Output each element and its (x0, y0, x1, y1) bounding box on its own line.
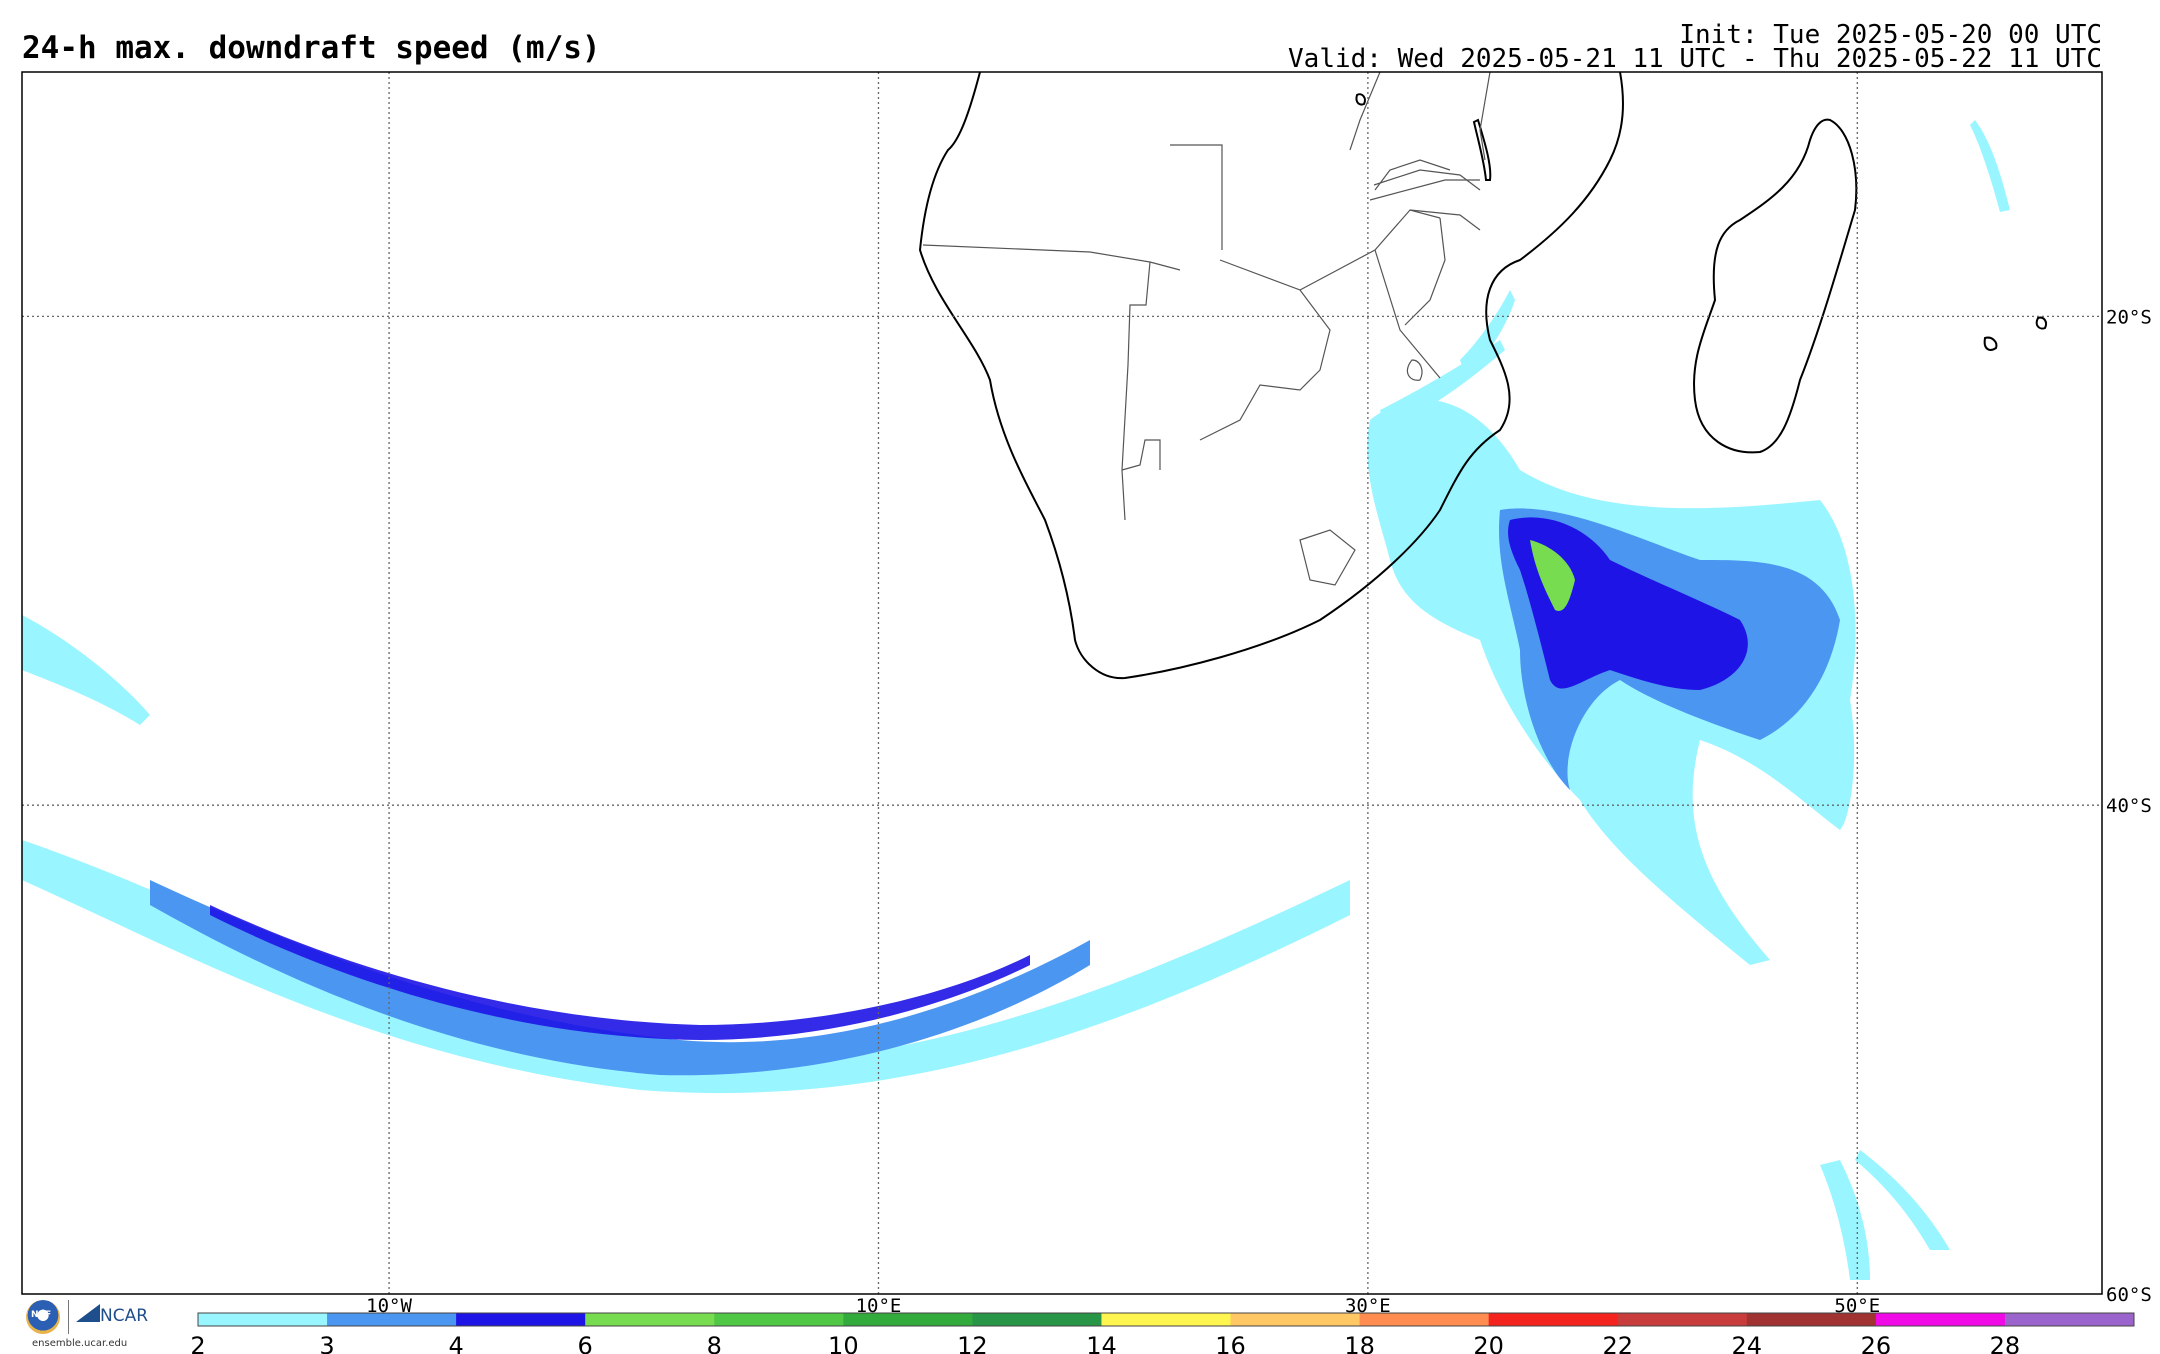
nsf-logo-icon (26, 1300, 60, 1334)
coastlines (918, 72, 2048, 680)
lake-victoria (1355, 93, 1366, 106)
colorbar-swatch (585, 1313, 715, 1326)
lat-label: 60°S (2106, 1284, 2152, 1306)
colorbar-label: 28 (1990, 1332, 2021, 1354)
chart-title: 24-h max. downdraft speed (m/s) (22, 30, 601, 66)
downdraft-field (22, 120, 2010, 1280)
se-streak-1 (1820, 1160, 1870, 1280)
colorbar-swatch (198, 1313, 328, 1326)
west-patch (22, 615, 150, 725)
colorbar-label: 6 (578, 1332, 593, 1354)
arc-band-medium (150, 880, 1090, 1076)
ne-patch (1970, 120, 2010, 212)
longitude-labels: 10°W 10°E 30°E 50°E (366, 1295, 1880, 1317)
colorbar-label: 18 (1344, 1332, 1375, 1354)
latitude-labels: 20°S 40°S 60°S (2106, 306, 2152, 1306)
colorbar-label: 3 (319, 1332, 334, 1354)
lat-label: 40°S (2106, 795, 2152, 817)
colorbar-swatch (972, 1313, 1102, 1326)
valid-time: Valid: Wed 2025-05-21 11 UTC - Thu 2025-… (1288, 44, 2102, 74)
madagascar-coast (1693, 118, 1858, 454)
colorbar-swatch (714, 1313, 844, 1326)
colorbar-swatch (1359, 1313, 1490, 1326)
colorbar-label: 2 (190, 1332, 205, 1354)
colorbar-label: 20 (1473, 1332, 1504, 1354)
colorbar-label: 4 (448, 1332, 463, 1354)
ncar-logo-text: NCAR (100, 1306, 149, 1326)
colorbar-label: 22 (1602, 1332, 1633, 1354)
colorbar-label: 26 (1861, 1332, 1892, 1354)
colorbar-swatch (1101, 1313, 1232, 1326)
ncar-logo-icon (76, 1304, 100, 1322)
africa-coast (918, 72, 1624, 680)
colorbar-label: 8 (707, 1332, 722, 1354)
lat-label: 20°S (2106, 306, 2152, 328)
colorbar-swatch (1746, 1313, 1877, 1326)
lon-label: 10°E (856, 1295, 902, 1317)
arc-band-dark (210, 905, 1030, 1040)
colorbar-label: 16 (1215, 1332, 1246, 1354)
colorbar-label: 14 (1086, 1332, 1117, 1354)
colorbar-label: 12 (957, 1332, 988, 1354)
colorbar-outline (197, 1312, 2135, 1327)
mauritius (1983, 336, 1998, 351)
init-time: Init: Tue 2025-05-20 00 UTC (1679, 20, 2102, 50)
country-borders (922, 72, 1491, 586)
se-streak-2 (1855, 1150, 1950, 1250)
logo-block: NSF NCAR ensemble.ucar.edu (22, 1298, 162, 1354)
reunion (2035, 316, 2048, 330)
colorbar-swatch (843, 1313, 973, 1326)
colorbar: 2 3 4 6 8 10 12 14 16 18 20 22 24 26 28 (190, 1312, 2135, 1354)
colorbar-swatch (1488, 1313, 1619, 1326)
lon-label: 10°W (366, 1295, 412, 1317)
colorbar-swatch (1230, 1313, 1361, 1326)
logo-url: ensemble.ucar.edu (32, 1338, 128, 1349)
arc-band-light (22, 840, 1350, 1094)
colorbar-label: 24 (1732, 1332, 1763, 1354)
east-system-green (1530, 540, 1575, 611)
colorbar-swatch (1617, 1313, 1748, 1326)
colorbar-swatch (327, 1313, 457, 1326)
map-frame (21, 71, 2103, 1295)
logo-divider (68, 1300, 69, 1334)
colorbar-swatch (1875, 1313, 2006, 1326)
lon-label: 30°E (1345, 1295, 1391, 1317)
lake-malawi (1472, 118, 1492, 181)
east-system-dark (1508, 517, 1748, 690)
colorbar-swatch (2004, 1313, 2135, 1326)
colorbar-label: 10 (828, 1332, 859, 1354)
colorbar-swatch (456, 1313, 586, 1326)
nsf-logo-text: NSF (31, 1310, 52, 1320)
gridlines (22, 72, 2102, 1294)
lon-label: 50°E (1834, 1295, 1880, 1317)
